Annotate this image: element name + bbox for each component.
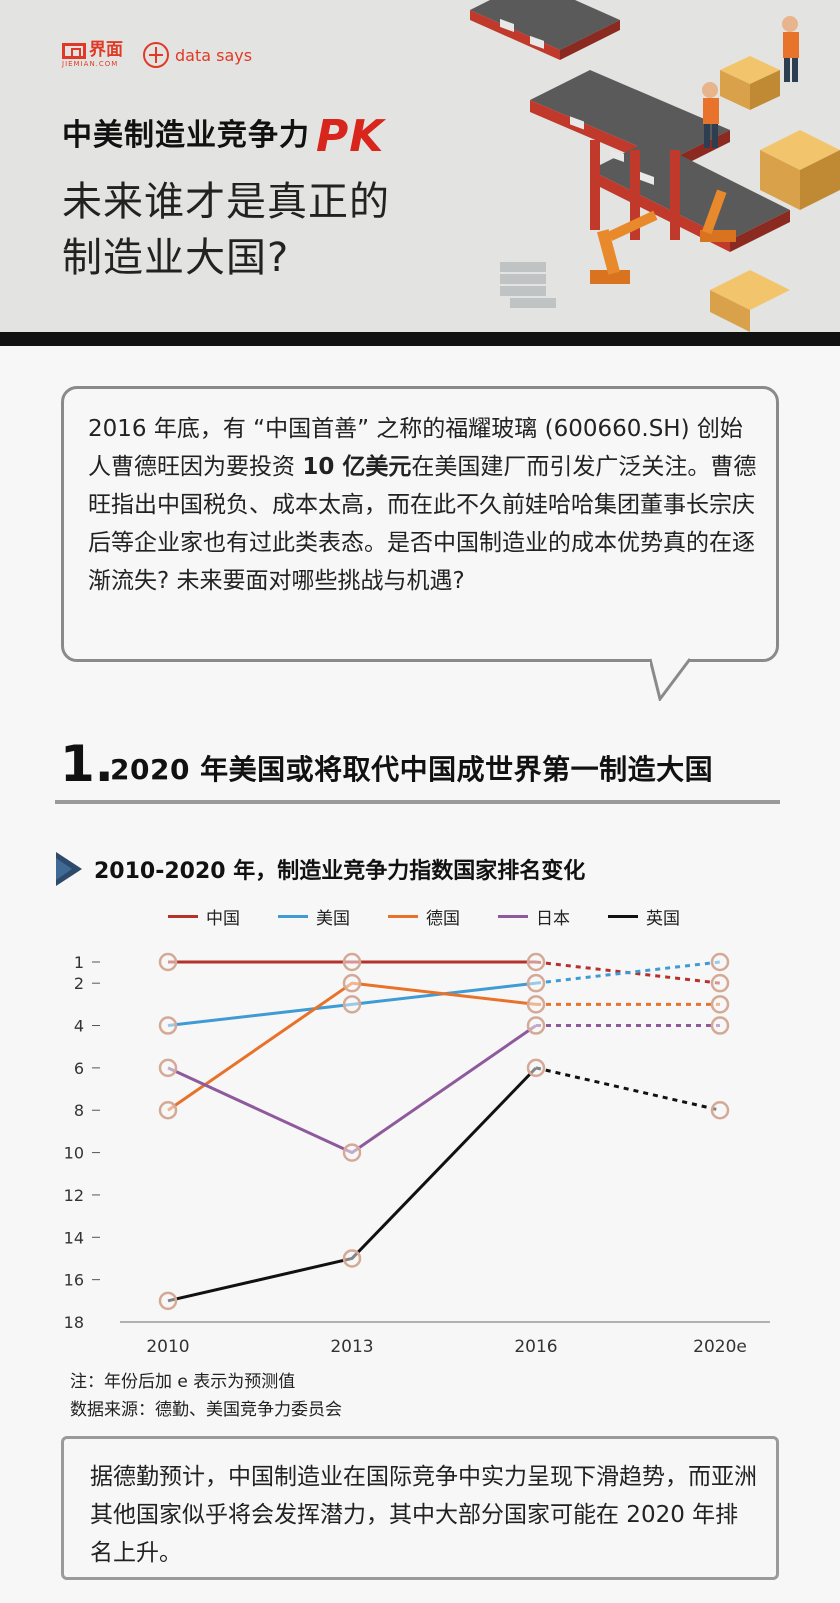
y-tick-label: 6 — [74, 1059, 84, 1078]
factory-pillar-icon — [590, 140, 680, 240]
headline-line-3: 制造业大国? — [62, 235, 290, 281]
section-rule — [55, 800, 780, 804]
logo-row: 界面 JIEMIAN.COM data says — [62, 40, 252, 70]
parts-stack-icon — [500, 262, 556, 308]
intro-text-part-2: 在美国建厂而引发广泛关注。曹德旺指出中国税负、成本太高，而在此不久前娃哈哈集团董… — [88, 454, 757, 594]
datasays-logo-icon — [143, 42, 169, 68]
legend-swatch — [498, 915, 528, 918]
y-tick-label: 18 — [64, 1313, 84, 1332]
forecast-note: 注：年份后加 e 表示为预测值 — [70, 1372, 296, 1392]
intro-text-part-1: 2016 年底，有 “中国首善” 之称的福耀玻璃 (600660.SH) 创始人… — [88, 416, 743, 480]
data-point-marker — [158, 1100, 178, 1120]
chart-legend: 中国 美国 德国 日本 英国 — [168, 904, 718, 929]
header-banner: 界面 JIEMIAN.COM data says 中美制造业竞争力 PK 未来谁才… — [0, 0, 840, 332]
data-source-note: 数据来源：德勤、美国竞争力委员会 — [70, 1400, 342, 1420]
chart-arrow-icon — [56, 852, 82, 886]
x-tick-label: 2016 — [514, 1337, 557, 1357]
y-tick-label: 14 — [64, 1228, 84, 1247]
chart-notes: 注：年份后加 e 表示为预测值 数据来源：德勤、美国竞争力委员会 — [70, 1368, 342, 1424]
data-point-marker — [526, 995, 546, 1014]
legend-item: 美国 — [278, 904, 350, 929]
y-tick-label: 8 — [74, 1101, 84, 1120]
legend-swatch — [608, 915, 638, 918]
series-line-forecast — [535, 960, 721, 985]
y-tick-label: 12 — [64, 1186, 84, 1205]
legend-swatch — [388, 915, 418, 918]
data-point-marker — [710, 1100, 730, 1120]
x-tick-label: 2010 — [146, 1337, 189, 1357]
jiemian-logo-sub: JIEMIAN.COM — [62, 60, 119, 68]
legend-label: 英国 — [646, 909, 680, 929]
x-tick-label: 2020e — [693, 1337, 747, 1357]
legend-swatch — [278, 915, 308, 918]
data-point-marker — [526, 952, 546, 972]
data-point-marker — [158, 952, 178, 972]
legend-label: 中国 — [206, 909, 240, 929]
legend-label: 日本 — [536, 909, 570, 929]
jiemian-logo-name: 界面 — [89, 40, 123, 60]
summary-text: 据德勤预计，中国制造业在国际竞争中实力呈现下滑趋势，而亚洲其他国家似乎将会发挥潜… — [90, 1464, 757, 1566]
data-point-marker — [526, 1016, 546, 1035]
data-point-marker — [342, 973, 362, 993]
factory-illustration — [470, 0, 840, 332]
data-point-marker — [710, 952, 730, 972]
speech-bubble-tail-icon — [650, 658, 692, 701]
data-point-marker — [710, 1016, 730, 1035]
headline-line-2: 未来谁才是真正的 — [62, 179, 390, 225]
datasays-logo[interactable]: data says — [143, 42, 252, 68]
pk-badge: PK — [316, 111, 385, 162]
header-divider — [0, 332, 840, 346]
headline-line-1: 中美制造业竞争力 PK — [62, 110, 384, 162]
data-point-marker — [342, 995, 362, 1014]
legend-label: 德国 — [426, 909, 460, 929]
legend-swatch — [168, 915, 198, 918]
y-tick-label: 10 — [64, 1144, 84, 1163]
intro-text: 2016 年底，有 “中国首善” 之称的福耀玻璃 (600660.SH) 创始人… — [88, 410, 758, 600]
robot-arm-icon — [590, 189, 736, 284]
intro-text-highlight: 10 亿美元 — [302, 454, 412, 480]
y-tick-label: 4 — [74, 1017, 84, 1036]
series-line-actual — [167, 1024, 537, 1155]
data-point-marker — [158, 1291, 178, 1311]
data-point-marker — [526, 1058, 546, 1078]
data-point-marker — [158, 1016, 178, 1035]
legend-item: 德国 — [388, 904, 460, 929]
data-point-marker — [526, 973, 546, 993]
y-tick-label: 16 — [64, 1271, 84, 1290]
datasays-logo-name: data says — [175, 45, 253, 65]
legend-label: 美国 — [316, 909, 350, 929]
jiemian-logo[interactable]: 界面 JIEMIAN.COM — [62, 42, 123, 68]
section-title: 2020 年美国或将取代中国成世界第一制造大国 — [110, 753, 714, 786]
y-tick-label: 1 — [74, 953, 84, 972]
series-line-forecast — [535, 1066, 721, 1112]
legend-item: 英国 — [608, 904, 680, 929]
jiemian-logo-icon — [62, 42, 86, 59]
chart-header: 2010-2020 年，制造业竞争力指数国家排名变化 — [56, 852, 585, 886]
data-point-marker — [710, 973, 730, 993]
section-number: 1. — [60, 735, 114, 793]
headline-text: 中美制造业竞争力 — [62, 118, 310, 153]
summary-box — [61, 1436, 779, 1580]
data-point-marker — [342, 1143, 362, 1162]
worker-icon — [702, 16, 799, 148]
intro-speech-bubble — [61, 386, 779, 662]
data-point-marker — [342, 952, 362, 972]
y-tick-label: 2 — [74, 974, 84, 993]
data-point-marker — [710, 995, 730, 1014]
data-point-marker — [342, 1249, 362, 1268]
legend-item: 中国 — [168, 904, 240, 929]
headline-question: 未来谁才是真正的 制造业大国? — [62, 174, 390, 286]
legend-item: 日本 — [498, 904, 570, 929]
x-tick-label: 2013 — [330, 1337, 373, 1357]
cardboard-box-icon — [710, 56, 840, 332]
data-point-marker — [158, 1058, 178, 1078]
chart-title: 2010-2020 年，制造业竞争力指数国家排名变化 — [94, 859, 586, 884]
